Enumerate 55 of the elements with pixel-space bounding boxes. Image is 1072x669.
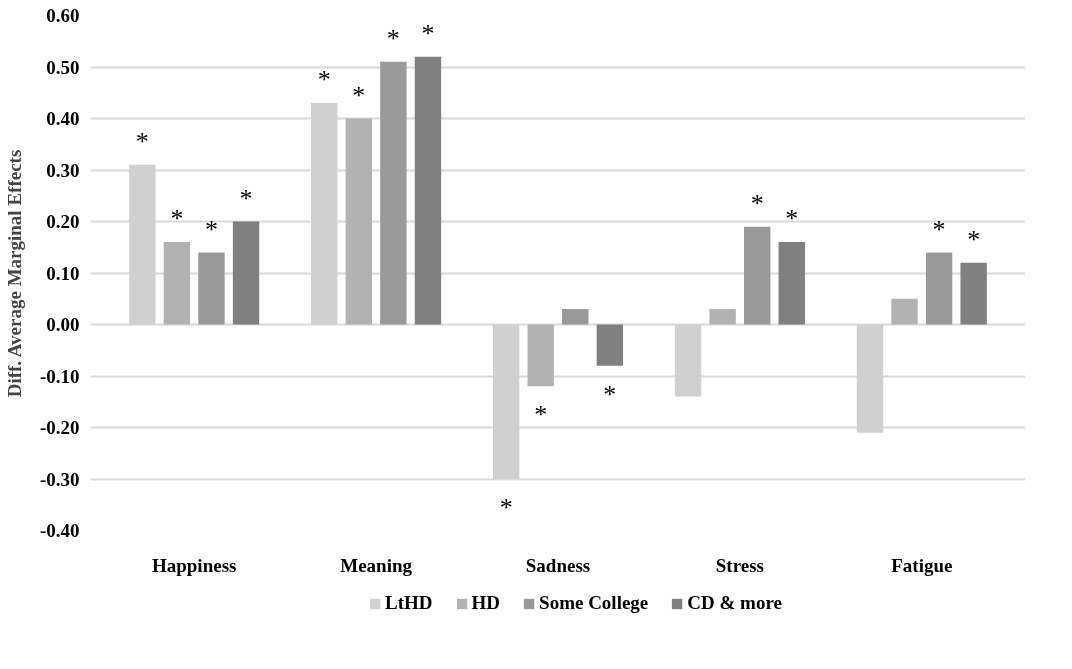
legend-label: Some College [539, 592, 649, 614]
data-label: * [421, 19, 435, 49]
bar [527, 324, 554, 387]
bar [960, 262, 987, 325]
y-tick-label: 0.40 [46, 108, 80, 129]
bar [311, 103, 338, 325]
bar [674, 324, 702, 397]
data-label: * [785, 204, 799, 234]
legend-label: HD [471, 592, 501, 614]
x-tick-label: Sadness [525, 554, 591, 576]
bar [778, 242, 805, 325]
x-tick-label: Meaning [340, 554, 413, 576]
data-label: * [352, 80, 366, 110]
data-label: * [170, 204, 184, 234]
y-tick-label: -0.40 [39, 520, 80, 541]
y-tick-label: -0.20 [39, 417, 80, 438]
data-label: * [932, 214, 946, 244]
bar [414, 56, 442, 325]
bar [345, 118, 372, 325]
data-label: * [317, 65, 331, 95]
bar [562, 309, 589, 325]
x-tick-label: Fatigue [891, 554, 953, 576]
y-tick-label: 0.60 [46, 5, 80, 26]
data-label: * [135, 127, 149, 157]
bar [163, 242, 191, 325]
y-tick-label: -0.10 [39, 365, 80, 387]
data-label: * [239, 183, 253, 213]
bar [925, 252, 953, 325]
y-tick-label: 0.30 [46, 159, 80, 181]
y-axis-title: Diff. Average Marginal Effects [3, 149, 25, 398]
bar [709, 309, 736, 325]
y-tick-label: 0.10 [46, 262, 80, 284]
bar [198, 252, 225, 325]
bar [596, 324, 624, 366]
bar [129, 164, 156, 325]
data-label: * [534, 400, 548, 430]
bar [891, 298, 918, 325]
data-label: * [603, 379, 617, 409]
bar [744, 226, 771, 325]
data-label: * [204, 214, 218, 244]
x-tick-label: Happiness [151, 554, 237, 576]
y-tick-label: 0.50 [46, 56, 80, 78]
data-label: * [750, 188, 764, 218]
legend-label: CD & more [687, 592, 782, 614]
legend-label: LtHD [385, 592, 433, 614]
bar [856, 324, 884, 433]
x-tick-label: Stress [715, 554, 765, 576]
y-tick-label: 0.20 [46, 211, 80, 232]
bar [232, 221, 260, 325]
y-tick-label: -0.30 [39, 468, 80, 490]
data-label: * [499, 492, 513, 522]
data-label: * [967, 225, 981, 255]
y-tick-label: 0.00 [46, 314, 80, 335]
bar [380, 61, 407, 325]
data-label: * [386, 24, 400, 54]
